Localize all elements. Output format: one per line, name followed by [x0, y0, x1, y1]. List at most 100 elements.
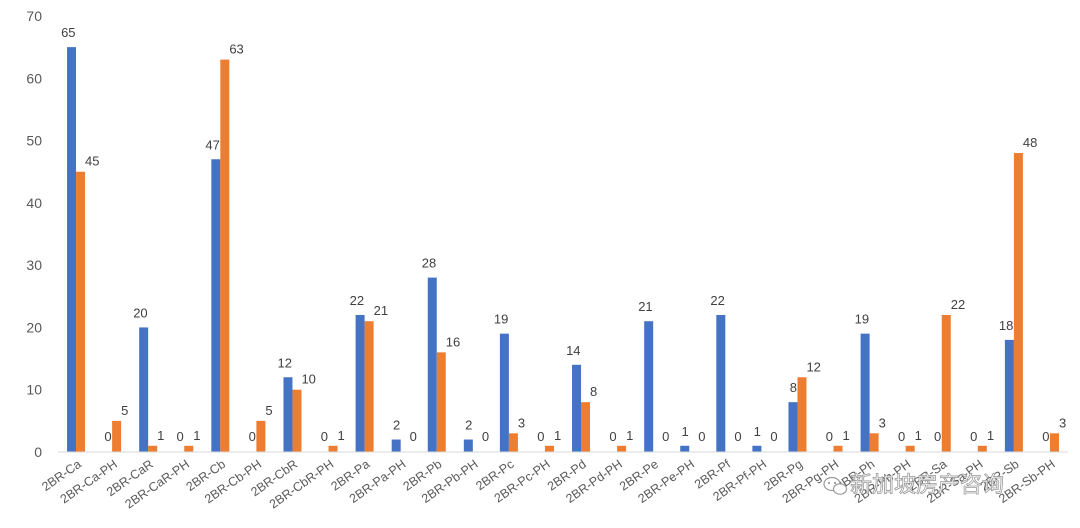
- bar: [572, 364, 582, 452]
- bar: [797, 377, 807, 452]
- data-label: 19: [855, 312, 869, 327]
- data-label: 18: [999, 318, 1013, 333]
- bar: [869, 433, 879, 452]
- bar: [463, 439, 473, 452]
- data-label: 0: [537, 429, 544, 444]
- data-label: 5: [265, 403, 272, 418]
- data-label: 0: [662, 429, 669, 444]
- data-label: 1: [843, 428, 850, 443]
- data-label: 65: [61, 25, 75, 40]
- y-tick-label: 50: [26, 133, 42, 149]
- bar: [860, 333, 870, 452]
- data-label: 1: [915, 428, 922, 443]
- bar: [292, 389, 302, 452]
- data-label: 1: [626, 428, 633, 443]
- y-axis: 0 10 20 30 40 50 60 70: [26, 8, 42, 460]
- data-label: 1: [987, 428, 994, 443]
- data-label: 1: [157, 428, 164, 443]
- bar: [436, 352, 446, 452]
- data-label: 0: [734, 429, 741, 444]
- bar: [508, 433, 518, 452]
- bar: [544, 445, 554, 452]
- data-label: 0: [249, 429, 256, 444]
- bar: [112, 420, 122, 452]
- data-label: 3: [879, 415, 886, 430]
- bar: [1004, 339, 1014, 452]
- data-label: 10: [301, 372, 315, 387]
- bar: [716, 314, 726, 452]
- bar: [752, 445, 762, 452]
- bar: [76, 171, 86, 452]
- y-tick-label: 40: [26, 195, 42, 211]
- watermark: 新加坡房产咨询: [823, 472, 1004, 497]
- data-label: 21: [638, 299, 652, 314]
- data-label: 2: [393, 418, 400, 433]
- data-label: 1: [754, 424, 761, 439]
- data-label: 1: [193, 428, 200, 443]
- bar: [328, 445, 338, 452]
- data-label: 3: [518, 415, 525, 430]
- data-label: 0: [1042, 429, 1049, 444]
- y-tick-label: 70: [26, 8, 42, 24]
- wechat-icon: [823, 476, 848, 495]
- data-label: 0: [826, 429, 833, 444]
- bar: [355, 314, 365, 452]
- data-label: 12: [806, 359, 820, 374]
- bar: [391, 439, 401, 452]
- data-label: 8: [790, 380, 797, 395]
- data-label: 8: [590, 384, 597, 399]
- y-tick-label: 10: [26, 382, 42, 398]
- data-label: 0: [934, 429, 941, 444]
- bar: [833, 445, 843, 452]
- y-tick-label: 30: [26, 257, 42, 273]
- data-label: 2: [465, 418, 472, 433]
- data-label: 16: [446, 334, 460, 349]
- data-label: 5: [121, 403, 128, 418]
- data-label: 0: [898, 429, 905, 444]
- bar: [644, 321, 654, 452]
- bar: [581, 402, 591, 452]
- data-label: 3: [1059, 415, 1066, 430]
- bar: [1013, 153, 1023, 452]
- data-label: 22: [350, 293, 364, 308]
- data-label: 48: [1023, 135, 1037, 150]
- data-label: 0: [609, 429, 616, 444]
- data-label: 22: [951, 297, 965, 312]
- data-label: 0: [410, 429, 417, 444]
- data-label: 0: [482, 429, 489, 444]
- bar: [427, 277, 437, 452]
- bar: [184, 445, 194, 452]
- data-label: 21: [374, 303, 388, 318]
- watermark-text: 新加坡房产咨询: [850, 472, 1004, 497]
- bar: [67, 47, 77, 453]
- data-label: 14: [566, 343, 580, 358]
- bar: [941, 314, 951, 452]
- data-label: 22: [710, 293, 724, 308]
- bar: [139, 327, 149, 452]
- data-label: 1: [554, 428, 561, 443]
- bar: [283, 377, 293, 452]
- y-tick-label: 60: [26, 70, 42, 86]
- data-label: 0: [970, 429, 977, 444]
- data-label: 0: [698, 429, 705, 444]
- bar: [256, 420, 266, 452]
- bar: [680, 445, 690, 452]
- data-label: 47: [205, 137, 219, 152]
- data-label: 0: [177, 429, 184, 444]
- data-label: 1: [338, 428, 345, 443]
- data-label: 0: [321, 429, 328, 444]
- y-tick-label: 0: [34, 444, 42, 460]
- bar: [220, 59, 230, 452]
- y-tick-label: 20: [26, 319, 42, 335]
- data-label: 12: [277, 355, 291, 370]
- data-label: 63: [229, 42, 243, 57]
- data-label: 0: [104, 429, 111, 444]
- bar: [211, 159, 221, 452]
- data-label: 0: [770, 429, 777, 444]
- bars: [67, 47, 1059, 453]
- bar: [788, 402, 798, 452]
- bar: [617, 445, 627, 452]
- data-label: 19: [494, 312, 508, 327]
